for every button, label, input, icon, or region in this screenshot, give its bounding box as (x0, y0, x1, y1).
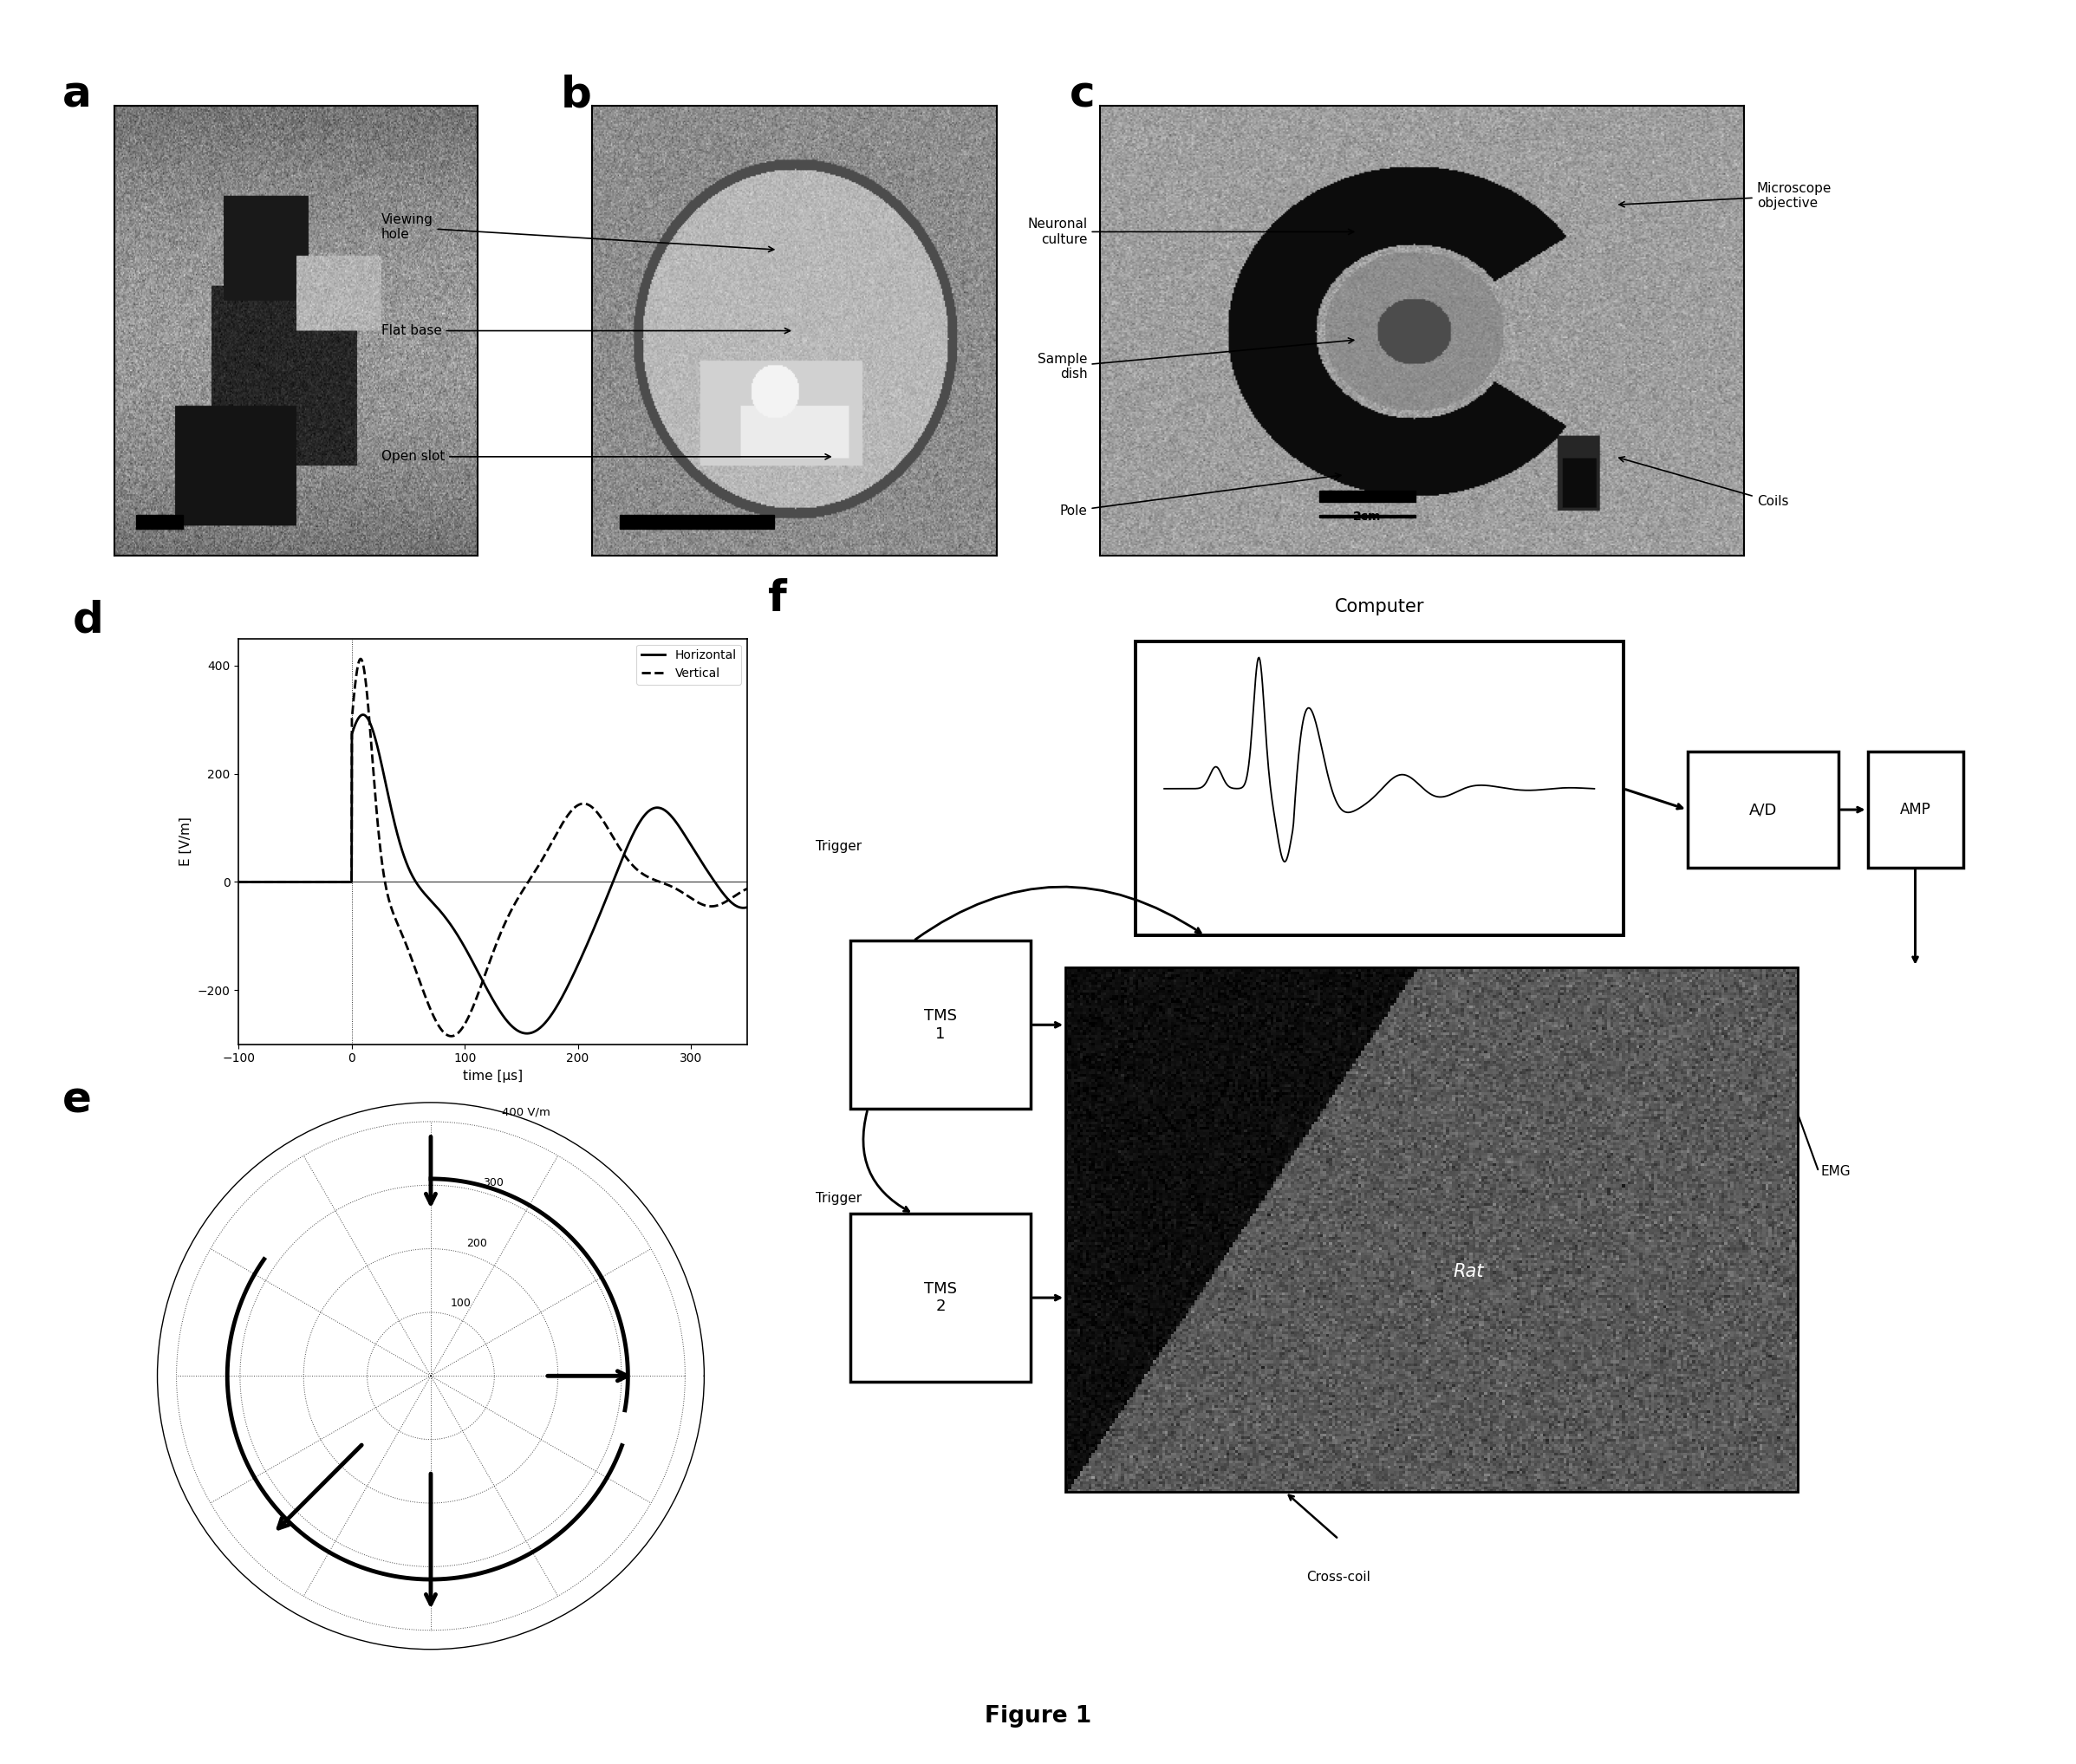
Vertical (745, 873, 770, 894)
Text: Trigger: Trigger (816, 840, 862, 854)
Text: f: f (768, 579, 787, 621)
Text: TMS
1: TMS 1 (924, 1007, 957, 1043)
Text: 400 V/m: 400 V/m (502, 1106, 550, 1117)
FancyBboxPatch shape (1688, 751, 1839, 868)
Text: e: e (62, 1080, 91, 1122)
Text: d: d (73, 600, 104, 642)
Text: c: c (1069, 74, 1094, 116)
Text: 300: 300 (482, 1177, 502, 1189)
Horizontal (731, 898, 756, 919)
Vertical (480, 944, 504, 965)
Horizontal (745, 891, 770, 912)
Text: b: b (561, 74, 592, 116)
Horizontal (480, 988, 504, 1009)
Horizontal (351, 704, 376, 725)
FancyBboxPatch shape (851, 1214, 1030, 1381)
Text: Sample
dish: Sample dish (1038, 339, 1354, 381)
Bar (621, 515, 774, 529)
Text: TMS
2: TMS 2 (924, 1281, 957, 1314)
Text: Coils: Coils (1619, 457, 1787, 508)
Text: Computer: Computer (1335, 598, 1424, 616)
Vertical (226, 871, 251, 893)
Bar (137, 515, 183, 529)
X-axis label: time [μs]: time [μs] (463, 1069, 523, 1083)
Text: 2cm: 2cm (1354, 510, 1381, 522)
Bar (1318, 515, 1416, 517)
FancyBboxPatch shape (1136, 642, 1623, 935)
Text: Pole: Pole (1059, 473, 1341, 517)
Text: Cross-coil: Cross-coil (1306, 1570, 1370, 1584)
Text: AMP: AMP (1900, 803, 1931, 817)
Text: 100: 100 (450, 1298, 471, 1309)
Vertical (349, 649, 374, 670)
FancyBboxPatch shape (851, 940, 1030, 1110)
Text: Neuronal
culture: Neuronal culture (1028, 217, 1354, 245)
Line: Horizontal: Horizontal (239, 714, 758, 1034)
Bar (1065, 967, 1798, 1492)
Text: A/D: A/D (1748, 803, 1777, 817)
Vertical (635, 866, 660, 887)
Legend: Horizontal, Vertical: Horizontal, Vertical (637, 644, 741, 684)
Text: 200: 200 (467, 1238, 488, 1249)
Text: Open slot: Open slot (382, 450, 830, 464)
Text: Microscope
objective: Microscope objective (1619, 182, 1831, 210)
Bar (1318, 490, 1416, 501)
Text: Figure 1: Figure 1 (984, 1706, 1092, 1727)
Horizontal (465, 961, 490, 983)
Horizontal (226, 871, 251, 893)
Horizontal (731, 898, 756, 919)
Vertical (465, 983, 490, 1004)
Text: EMG: EMG (1821, 1166, 1852, 1178)
Vertical (438, 1025, 463, 1046)
Text: Viewing
hole: Viewing hole (382, 213, 774, 252)
Text: a: a (62, 74, 91, 116)
Horizontal (253, 871, 278, 893)
Vertical (253, 871, 278, 893)
Line: Vertical: Vertical (239, 660, 758, 1035)
Horizontal (515, 1023, 540, 1044)
Vertical (731, 880, 756, 901)
Text: Trigger: Trigger (816, 1191, 862, 1205)
Y-axis label: E [V/m]: E [V/m] (181, 817, 193, 866)
Vertical (731, 880, 756, 901)
Horizontal (635, 801, 660, 822)
Text: Rat: Rat (1453, 1263, 1484, 1281)
Text: Flat base: Flat base (382, 325, 791, 337)
FancyBboxPatch shape (1868, 751, 1964, 868)
